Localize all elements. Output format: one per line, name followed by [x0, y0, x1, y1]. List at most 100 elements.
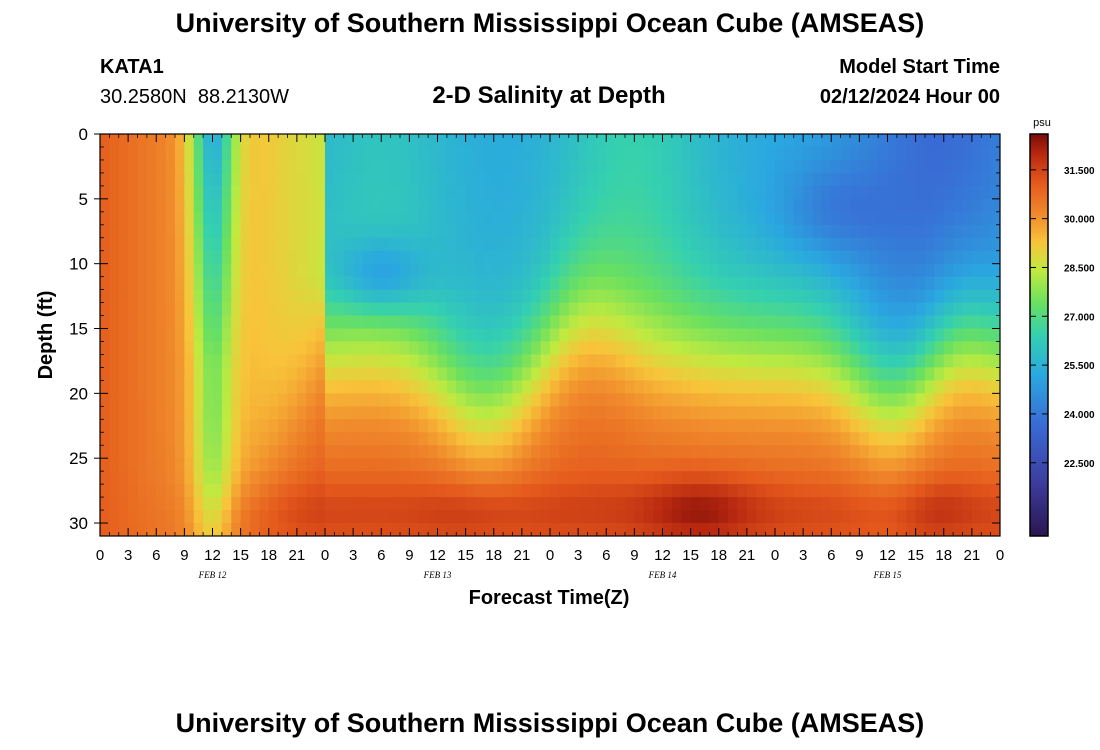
heatmap-cell: [456, 445, 467, 459]
heatmap-cell: [343, 224, 354, 239]
heatmap-cell: [240, 211, 251, 226]
heatmap-cell: [681, 263, 692, 278]
heatmap-cell: [878, 393, 889, 407]
heatmap-cell: [118, 432, 129, 446]
heatmap-cell: [531, 159, 542, 174]
heatmap-cell: [559, 432, 570, 446]
heatmap-cell: [456, 419, 467, 433]
heatmap-cell: [925, 211, 935, 226]
heatmap-cell: [784, 146, 795, 161]
heatmap-cell: [475, 134, 485, 148]
heatmap-cell: [850, 510, 860, 524]
heatmap-cell: [934, 237, 945, 252]
heatmap-cell: [915, 341, 926, 356]
heatmap-cell: [446, 341, 457, 356]
heatmap-cell: [775, 328, 785, 343]
heatmap-cell: [165, 263, 176, 278]
heatmap-cell: [306, 146, 317, 161]
heatmap-cell: [943, 302, 954, 317]
heatmap-cell: [278, 134, 289, 148]
heatmap-cell: [493, 211, 504, 226]
heatmap-cell: [343, 172, 354, 187]
heatmap-cell: [643, 289, 654, 304]
heatmap-cell: [868, 380, 879, 394]
heatmap-cell: [662, 419, 673, 433]
heatmap-cell: [765, 250, 776, 265]
heatmap-cell: [390, 211, 401, 226]
heatmap-cell: [306, 471, 317, 485]
heatmap-cell: [512, 211, 523, 226]
heatmap-cell: [568, 432, 579, 446]
heatmap-cell: [596, 393, 607, 407]
heatmap-cell: [128, 289, 139, 304]
heatmap-cell: [850, 250, 860, 265]
heatmap-cell: [990, 263, 1000, 278]
heatmap-cell: [606, 198, 617, 213]
x-tick-label: 3: [799, 547, 807, 564]
heatmap-cell: [878, 328, 889, 343]
heatmap-cell: [456, 341, 467, 356]
heatmap-cell: [831, 328, 842, 343]
heatmap-cell: [662, 328, 673, 343]
heatmap-cell: [550, 445, 560, 459]
heatmap-cell: [981, 146, 992, 161]
heatmap-cell: [353, 289, 364, 304]
heatmap-cell: [596, 497, 607, 511]
heatmap-cell: [803, 393, 814, 407]
heatmap-cell: [709, 237, 720, 252]
heatmap-cell: [362, 237, 373, 252]
heatmap-cell: [128, 172, 139, 187]
heatmap-cell: [175, 302, 185, 317]
heatmap-cell: [925, 328, 935, 343]
heatmap-cell: [962, 445, 973, 459]
heatmap-cell: [278, 393, 289, 407]
heatmap-cell: [212, 159, 223, 174]
heatmap-cell: [662, 198, 673, 213]
heatmap-cell: [325, 393, 335, 407]
heatmap-cell: [728, 354, 739, 369]
heatmap-cell: [784, 432, 795, 446]
heatmap-cell: [606, 224, 617, 239]
heatmap-cell: [371, 315, 382, 330]
heatmap-cell: [906, 159, 917, 174]
heatmap-cell: [990, 458, 1000, 472]
heatmap-cell: [859, 393, 870, 407]
heatmap-cell: [371, 224, 382, 239]
heatmap-cell: [437, 406, 448, 420]
heatmap-cell: [990, 185, 1000, 200]
heatmap-cell: [531, 172, 542, 187]
heatmap-cell: [540, 380, 551, 394]
heatmap-cell: [296, 523, 307, 536]
heatmap-cell: [971, 198, 982, 213]
heatmap-cell: [184, 523, 195, 536]
heatmap-cell: [746, 367, 757, 381]
heatmap-cell: [212, 146, 223, 161]
heatmap-cell: [287, 406, 298, 420]
colorbar-tick-label: 24.000: [1064, 410, 1095, 421]
heatmap-cell: [118, 328, 129, 343]
heatmap-cell: [578, 289, 589, 304]
heatmap-cell: [437, 341, 448, 356]
heatmap-cell: [653, 341, 664, 356]
heatmap-cell: [315, 341, 326, 356]
heatmap-cell: [840, 432, 851, 446]
x-tick-label: 15: [457, 547, 474, 564]
x-tick-label: 9: [630, 547, 638, 564]
heatmap-cell: [550, 510, 560, 524]
heatmap-cell: [859, 367, 870, 381]
y-axis-label: Depth (ft): [35, 291, 57, 380]
heatmap-cell: [334, 471, 345, 485]
heatmap-cell: [840, 406, 851, 420]
heatmap-cell: [625, 510, 635, 524]
heatmap-cell: [268, 445, 279, 459]
heatmap-cell: [840, 134, 851, 148]
heatmap-cell: [709, 445, 720, 459]
heatmap-cell: [784, 328, 795, 343]
heatmap-cell: [662, 458, 673, 472]
heatmap-cell: [971, 289, 982, 304]
heatmap-cell: [409, 172, 420, 187]
heatmap-cell: [475, 341, 485, 356]
heatmap-cell: [859, 172, 870, 187]
heatmap-cell: [793, 185, 804, 200]
heatmap-cell: [831, 445, 842, 459]
